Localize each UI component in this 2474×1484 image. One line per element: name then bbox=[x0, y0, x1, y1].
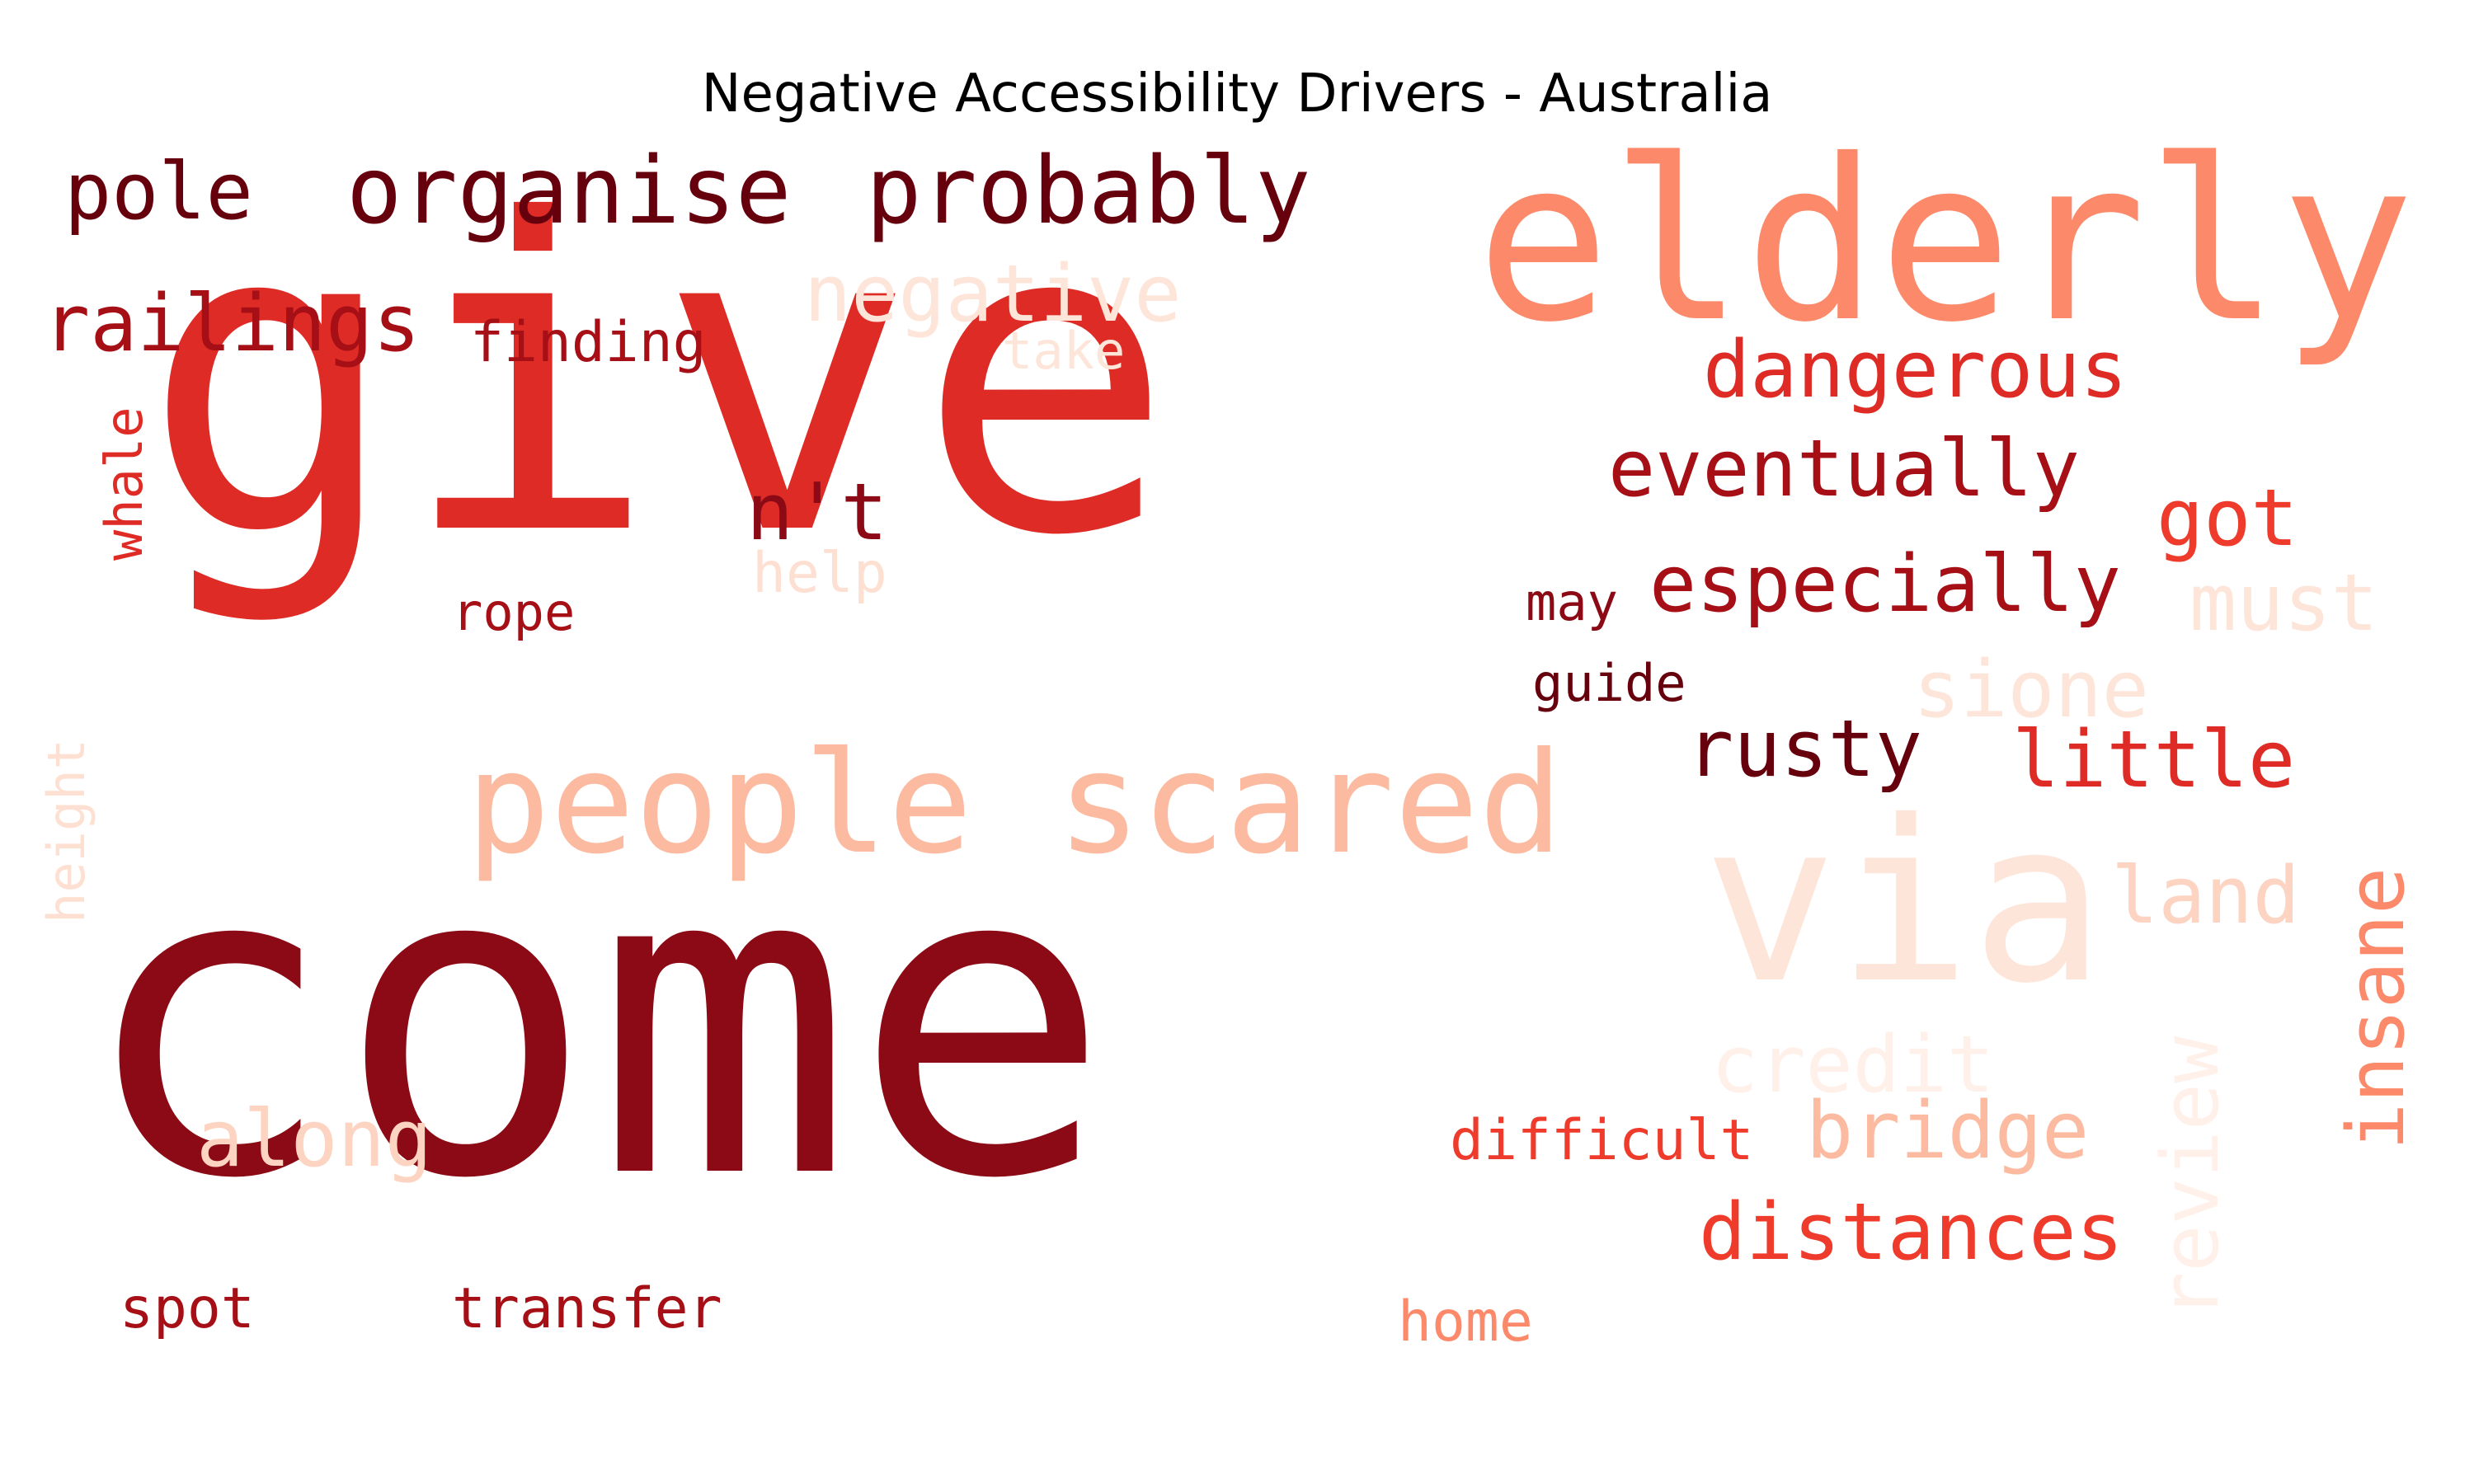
chart-title: Negative Accessibility Drivers - Austral… bbox=[701, 63, 1773, 124]
word-railings: railings bbox=[43, 279, 421, 369]
word-give: give bbox=[142, 129, 1175, 629]
word-guide: guide bbox=[1532, 653, 1686, 713]
word-little: little bbox=[2012, 715, 2296, 805]
word-must: must bbox=[2189, 558, 2378, 649]
word-may: may bbox=[1526, 572, 1618, 632]
word-got: got bbox=[2157, 473, 2298, 564]
word-come: come bbox=[78, 773, 1112, 1272]
word-rusty: rusty bbox=[1686, 704, 1922, 795]
word-difficult: difficult bbox=[1450, 1108, 1754, 1173]
word-spot: spot bbox=[120, 1276, 255, 1341]
word-review: review bbox=[2146, 1036, 2236, 1319]
word-dangerous: dangerous bbox=[1703, 325, 2128, 416]
word-negative: negative bbox=[804, 249, 1182, 340]
word-eventually: eventually bbox=[1608, 424, 2080, 514]
word-sione: sione bbox=[1913, 645, 2149, 735]
word-people-scared: people scared bbox=[466, 722, 1564, 885]
word-distances: distances bbox=[1699, 1187, 2124, 1278]
word-transfer: transfer bbox=[452, 1276, 722, 1341]
word-rope: rope bbox=[452, 582, 576, 642]
word-insane: insane bbox=[2331, 866, 2422, 1150]
word-finding: finding bbox=[470, 310, 707, 375]
word-pole: pole bbox=[64, 147, 253, 237]
word-take: take bbox=[1002, 321, 1126, 381]
word-organise: organise bbox=[346, 138, 792, 245]
word-home: home bbox=[1398, 1289, 1533, 1355]
word-land: land bbox=[2111, 851, 2300, 942]
word-whale: whale bbox=[94, 406, 154, 561]
word-probably: probably bbox=[866, 138, 1311, 245]
word-credit: credit bbox=[1711, 1020, 1995, 1111]
word-elderly: elderly bbox=[1476, 111, 2415, 371]
word-especially: especially bbox=[1649, 539, 2121, 630]
word-help: help bbox=[752, 541, 887, 606]
word-via: via bbox=[1703, 773, 2105, 1032]
word-nt: n't bbox=[746, 467, 888, 558]
word-along: along bbox=[196, 1094, 432, 1185]
word-height: height bbox=[36, 739, 96, 923]
word-bridge: bridge bbox=[1806, 1086, 2090, 1176]
